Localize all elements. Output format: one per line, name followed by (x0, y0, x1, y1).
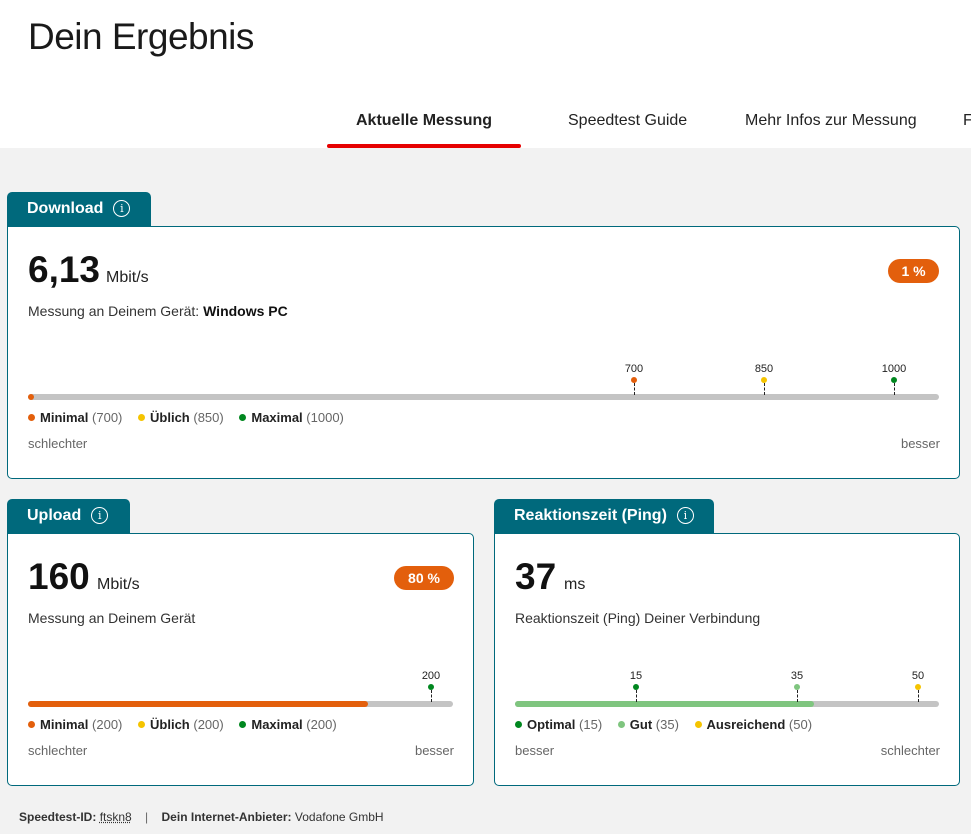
download-marker-label: 1000 (881, 363, 907, 375)
tab-speedtest-guide[interactable]: Speedtest Guide (568, 112, 688, 129)
footer: Speedtest-ID: ftskn8 | Dein Internet-Anb… (19, 810, 384, 824)
marker-line (797, 690, 798, 702)
marker-dot (761, 377, 767, 383)
marker-line (918, 690, 919, 702)
legend-item-minimal: Minimal (700) (28, 410, 122, 425)
marker-line (636, 690, 637, 702)
legend-item-optimal: Optimal (15) (515, 717, 602, 732)
marker-dot (915, 684, 921, 690)
legend-item-ueblich: Üblich (850) (138, 410, 224, 425)
page-title: Dein Ergebnis (28, 16, 254, 57)
download-card: 6,13 Mbit/s 1 % Messung an Deinem Gerät:… (7, 226, 960, 479)
tab-more-truncated[interactable]: F (963, 112, 971, 129)
download-scale-left: schlechter (28, 436, 88, 451)
upload-unit: Mbit/s (97, 576, 140, 593)
download-marker-label: 850 (754, 363, 774, 375)
download-description-prefix: Messung an Deinem Gerät: (28, 303, 200, 319)
ping-card: 37 ms Reaktionszeit (Ping) Deiner Verbin… (494, 533, 960, 786)
marker-dot (891, 377, 897, 383)
ping-card-header: Reaktionszeit (Ping) i (494, 499, 714, 533)
upload-scale-right: besser (414, 743, 454, 758)
upload-progress-fill (28, 701, 368, 707)
upload-value: 160 (28, 556, 90, 597)
marker-line (634, 383, 635, 395)
upload-progress-track (28, 701, 453, 707)
provider-name: Vodafone GmbH (294, 810, 384, 824)
ping-title: Reaktionszeit (Ping) (514, 507, 667, 524)
marker-line (764, 383, 765, 395)
legend-item-maximal: Maximal (1000) (239, 410, 344, 425)
speedtest-id-label: Speedtest-ID: (19, 810, 97, 824)
legend-item-minimal: Minimal (200) (28, 717, 122, 732)
ping-scale-right: schlechter (880, 743, 940, 758)
ping-marker-label: 35 (790, 670, 804, 682)
legend-item-ausreichend: Ausreichend (50) (694, 717, 812, 732)
legend-item-ueblich: Üblich (200) (138, 717, 224, 732)
download-marker-label: 700 (624, 363, 644, 375)
active-tab-indicator (327, 144, 521, 148)
download-description: Messung an Deinem Gerät: Windows PC (28, 303, 288, 319)
legend-item-gut: Gut (35) (617, 717, 679, 732)
upload-marker-label: 200 (421, 670, 441, 682)
marker-line (894, 383, 895, 395)
marker-dot (631, 377, 637, 383)
upload-card: 160 Mbit/s 80 % Messung an Deinem Gerät … (7, 533, 474, 786)
ping-scale-left: besser (515, 743, 555, 758)
legend-item-maximal: Maximal (200) (239, 717, 337, 732)
download-device: Windows PC (203, 303, 288, 319)
upload-card-header: Upload i (7, 499, 130, 533)
marker-dot (633, 684, 639, 690)
marker-dot (794, 684, 800, 690)
download-value: 6,13 (28, 249, 101, 290)
tab-mehr-infos[interactable]: Mehr Infos zur Messung (745, 112, 917, 129)
ping-legend: Optimal (15) Gut (35) Ausreichend (50) (515, 717, 824, 732)
download-unit: Mbit/s (106, 269, 149, 286)
upload-legend: Minimal (200) Üblich (200) Maximal (200) (28, 717, 349, 732)
ping-description: Reaktionszeit (Ping) Deiner Verbindung (515, 610, 761, 626)
speedtest-id-link[interactable]: ftskn8 (99, 810, 132, 824)
download-percent-badge: 1 % (888, 259, 939, 283)
upload-percent-badge: 80 % (394, 566, 454, 590)
upload-description: Messung an Deinem Gerät (28, 610, 196, 626)
ping-marker-label: 50 (911, 670, 925, 682)
ping-progress-fill (515, 701, 814, 707)
footer-separator: | (145, 810, 149, 824)
tab-aktuelle-messung[interactable]: Aktuelle Messung (356, 112, 493, 129)
ping-progress-track (515, 701, 939, 707)
upload-title: Upload (27, 507, 82, 524)
download-legend: Minimal (700) Üblich (850) Maximal (1000… (28, 410, 356, 425)
ping-marker-label: 15 (629, 670, 643, 682)
tab-bar: Aktuelle Messung Speedtest Guide Mehr In… (0, 100, 971, 148)
download-scale-right: besser (900, 436, 940, 451)
provider-label: Dein Internet-Anbieter: (161, 810, 292, 824)
info-icon[interactable]: i (676, 507, 694, 524)
marker-dot (428, 684, 434, 690)
ping-unit: ms (564, 576, 586, 593)
info-icon[interactable]: i (91, 507, 109, 524)
info-icon[interactable]: i (113, 200, 131, 217)
ping-value: 37 (515, 556, 557, 597)
download-progress-track (28, 394, 939, 400)
download-title: Download (27, 200, 104, 217)
download-card-header: Download i (7, 192, 151, 226)
download-progress-fill (28, 394, 34, 400)
marker-line (431, 690, 432, 702)
header: Dein Ergebnis (0, 0, 971, 148)
upload-scale-left: schlechter (28, 743, 88, 758)
